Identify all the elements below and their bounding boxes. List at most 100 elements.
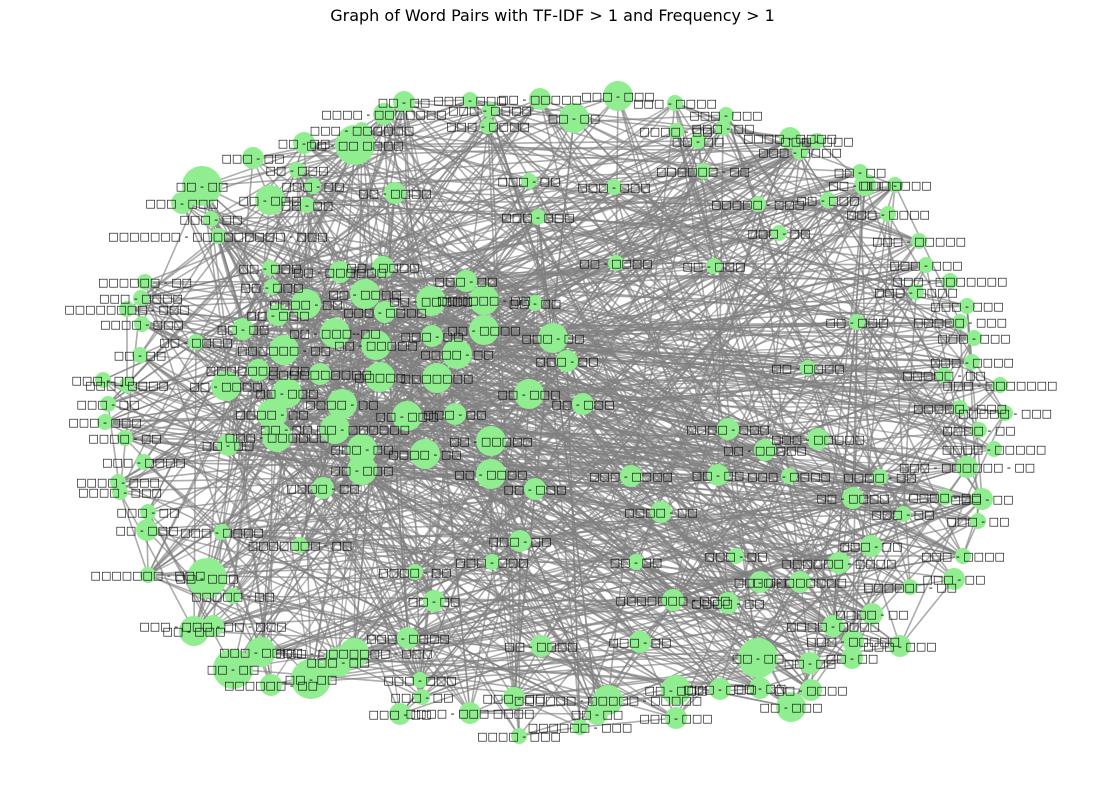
graph-node-n61 [267, 304, 289, 326]
graph-node-n36 [880, 206, 896, 222]
graph-node-n75 [442, 339, 472, 369]
graph-node-n125 [937, 489, 953, 505]
graph-node-n89 [272, 378, 302, 408]
graph-node-label-n135: □□□ - □□ [840, 540, 903, 553]
graph-node-label-n82: □□□□□ [354, 371, 406, 384]
graph-node-label-n154: □□ - □□□ [163, 625, 226, 638]
graph-edge [534, 199, 829, 490]
graph-node-n161 [246, 637, 276, 667]
graph-node-label-n65: □□□□ - □□□ [100, 318, 184, 331]
graph-node-n39 [210, 228, 226, 244]
graph-node-n37 [203, 211, 219, 227]
graph-node-label-n60: □□□ - □□□ [930, 300, 1003, 313]
graph-node-n174 [749, 677, 771, 699]
graph-edge [210, 218, 975, 339]
graph-node-n73 [269, 335, 299, 365]
graph-node-n8 [559, 103, 589, 133]
graph-node-n115 [476, 459, 506, 489]
graph-node-label-n140: □□□□□□ - □□□□ [782, 557, 897, 570]
graph-node-n164 [323, 647, 353, 677]
graph-node-label-n122: □□□□ - □□ [286, 482, 359, 495]
graph-node-n60 [959, 298, 975, 314]
graph-node-label-n175: □□□ - □□ [391, 691, 454, 704]
graph-edge [579, 717, 677, 728]
graph-node-n150 [662, 589, 684, 611]
graph-node-label-n41: □□□ - □□□□□ [872, 235, 966, 248]
graph-node-label-n148: □□□□□ - □□ [191, 590, 275, 603]
graph-node-label-n51: □□ - □□□ [241, 281, 304, 294]
graph-node-n103 [117, 430, 133, 446]
graph-node-n165 [799, 652, 821, 674]
graph-node-n157 [530, 635, 552, 657]
graph-node-label-n103: □□□□ - □□ [88, 432, 161, 445]
graph-node-n27 [521, 173, 537, 189]
graph-edge [271, 101, 405, 288]
graph-node-label-n64: □□□□□ - □□□ [913, 316, 1007, 329]
graph-node-label-n181: □□ - □□ [571, 708, 624, 721]
graph-edge [147, 280, 467, 576]
graph-edge [566, 337, 975, 362]
graph-edge [124, 303, 307, 439]
graph-edge [232, 511, 662, 670]
graph-node-n80 [247, 359, 269, 381]
graph-node-label-n78: □□□ - □□ [536, 355, 599, 368]
graph-edge [375, 344, 641, 643]
graph-edge [383, 113, 539, 218]
graph-edge [639, 641, 811, 664]
graph-node-label-n98: □□□□□ - □□□ [958, 407, 1052, 420]
graph-node-n145 [789, 571, 811, 593]
graph-node-label-n11: □□□ - □□□□ [446, 120, 530, 133]
graph-node-n105 [476, 426, 506, 456]
graph-edge [242, 328, 790, 477]
graph-edge [406, 137, 791, 417]
graph-node-label-n50: □□□□□□ - □□ [98, 276, 192, 289]
graph-node-label-n101: □□□□ - □□□ [686, 423, 770, 436]
graph-edge [403, 101, 492, 475]
graph-node-label-n114: □□ - □□□ [331, 464, 394, 477]
graph-node-n148 [225, 588, 241, 604]
graph-node-label-n55: □□□□□□□□ - □□□ [64, 303, 189, 316]
graph-node-n117 [707, 464, 729, 486]
graph-node-label-n71: □□□ - □□□ [937, 332, 1010, 345]
graph-node-n40 [771, 225, 787, 241]
graph-node-n154 [179, 616, 209, 646]
graph-edge [277, 204, 308, 316]
graph-node-n135 [860, 535, 882, 557]
graph-node-n29 [854, 174, 876, 196]
graph-edge [518, 726, 581, 737]
graph-node-n70 [538, 323, 568, 353]
graph-edge [310, 360, 568, 680]
graph-node-label-n6: □□□□ - □□□□□□□ [321, 108, 446, 121]
graph-node-label-n134: □□□□□□□ - □□ [248, 539, 353, 552]
graph-node-label-n20: □□□ - □□ [222, 152, 285, 165]
graph-edge [852, 497, 964, 557]
graph-node-label-n7: □□□ - □□□□ [448, 104, 532, 117]
graph-node-label-n177: □□□□□□ - □□□□□ - □□□□□ [514, 694, 702, 707]
graph-node-label-n21: □□ - □□□ [266, 164, 329, 177]
graph-node-label-n108: □□□ - □□ [331, 443, 394, 456]
graph-edge [193, 630, 759, 659]
graph-edge [552, 337, 811, 664]
graph-node-label-n89: □□ - □□□ [256, 387, 319, 400]
graph-node-n121 [112, 484, 128, 500]
graph-edge [206, 488, 536, 579]
graph-node-n170 [291, 659, 331, 699]
graph-node-label-n61: □□ - □□□ [247, 309, 310, 322]
graph-node-n78 [556, 350, 578, 372]
graph-edge [790, 337, 975, 708]
graph-node-n178 [776, 692, 806, 722]
graph-node-n180 [459, 702, 481, 724]
graph-edge [271, 184, 866, 288]
graph-node-n88 [119, 377, 135, 393]
graph-node-label-n173: □□□ - □□□ [683, 683, 756, 696]
graph-node-n25 [305, 178, 321, 194]
graph-node-label-n63: □□ - □□□ [826, 316, 889, 329]
graph-edge [143, 461, 423, 698]
graph-node-n68 [421, 325, 443, 347]
graph-node-n159 [842, 630, 864, 652]
graph-node-n19 [792, 144, 808, 160]
graph-node-n107 [217, 434, 239, 456]
graph-edge [140, 297, 301, 546]
graph-node-n31 [171, 192, 193, 214]
label-layer: □□ - □□ □□□ - □□□□□ - □□□□□ □□□ - □□□□□□ -… [64, 90, 1057, 743]
